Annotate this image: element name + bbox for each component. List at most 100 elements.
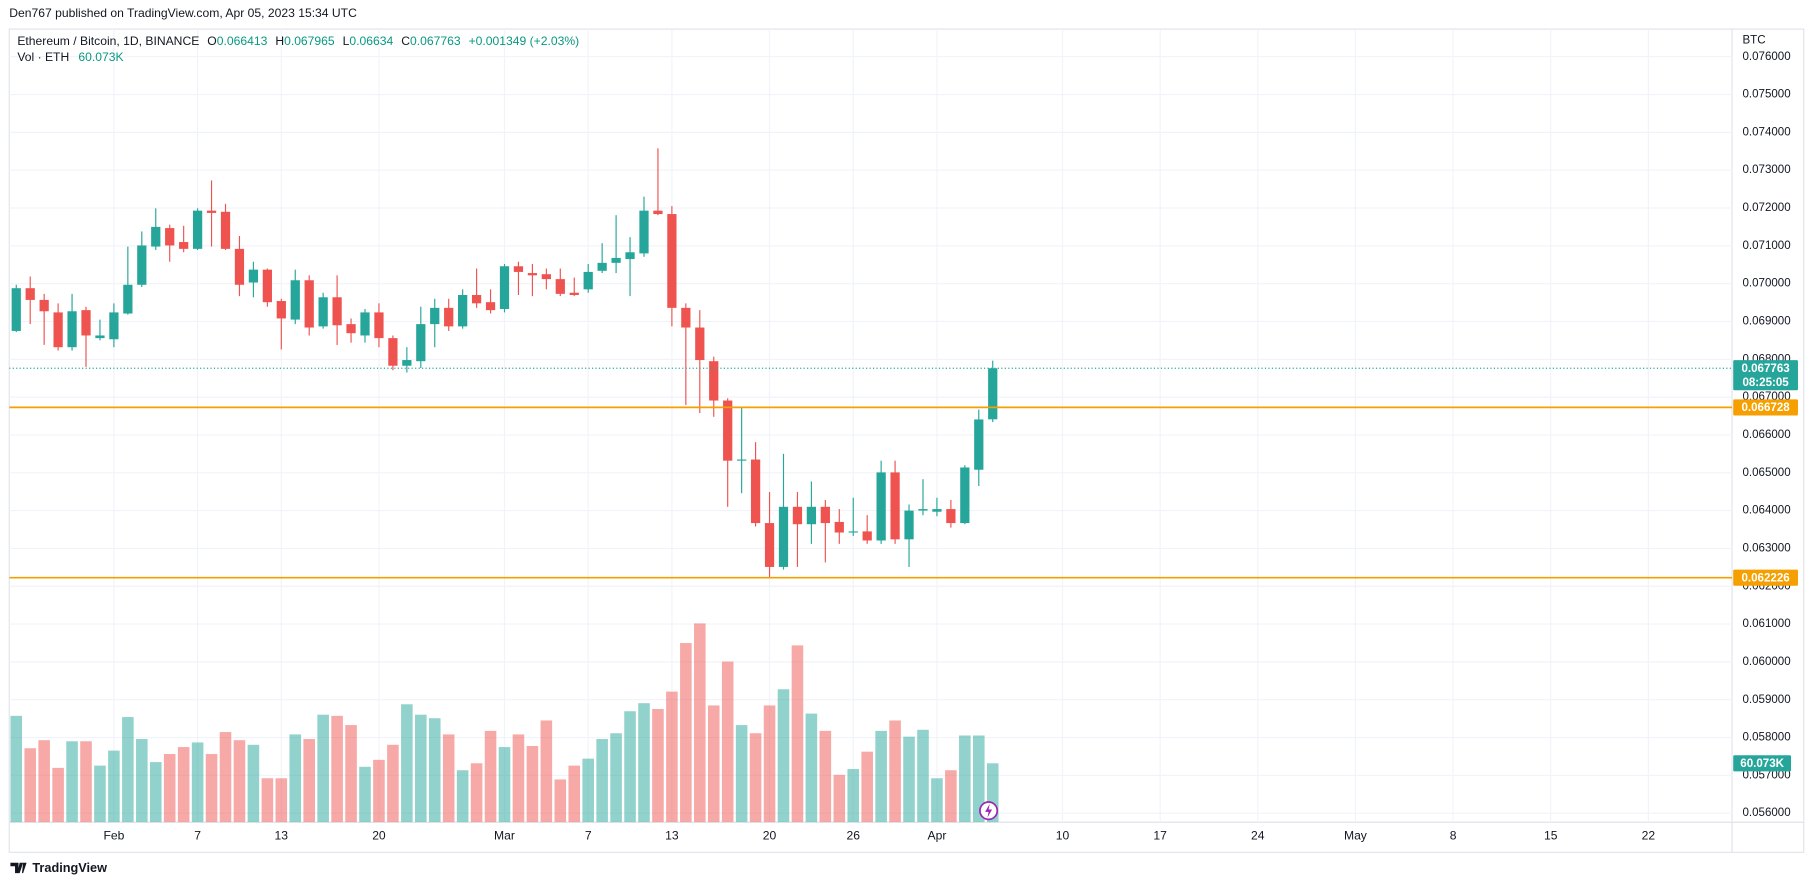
candle-body xyxy=(248,269,259,283)
candle-body xyxy=(444,307,454,327)
volume-bar xyxy=(331,715,343,823)
lightning-icon[interactable] xyxy=(979,801,999,821)
candle-body xyxy=(81,310,91,336)
x-tick-label: 17 xyxy=(1153,828,1167,842)
volume-bar xyxy=(680,643,692,823)
candle-body xyxy=(206,210,217,213)
volume-bar xyxy=(959,735,971,823)
volume-bar xyxy=(917,729,929,823)
candle-body xyxy=(904,510,914,540)
volume-bar xyxy=(610,733,622,823)
volume-bar xyxy=(10,715,23,823)
y-tick-label: 0.060000 xyxy=(1742,656,1790,668)
candle-body xyxy=(541,274,551,280)
y-tick-label: 0.064000 xyxy=(1742,505,1790,517)
volume-bar xyxy=(582,758,594,823)
volume-value: 60.073K xyxy=(78,50,123,64)
candle-body xyxy=(597,262,607,271)
volume-bar xyxy=(205,754,218,823)
volume-bar xyxy=(749,733,762,823)
candle-body xyxy=(39,299,49,312)
value-high: 0.067965 xyxy=(284,34,335,48)
y-tick-label: 0.066000 xyxy=(1742,429,1790,441)
countdown: 08:25:05 xyxy=(1742,377,1789,389)
y-tick-label: 0.070000 xyxy=(1742,278,1790,290)
volume-bar xyxy=(931,778,943,823)
volume-bar xyxy=(177,747,190,823)
candle-body xyxy=(262,269,272,303)
candle-body xyxy=(485,302,496,311)
candle-body xyxy=(137,245,147,285)
price-tag-label: 0.066728 xyxy=(1742,402,1791,414)
x-tick-label: 7 xyxy=(585,828,592,842)
x-tick-label: 22 xyxy=(1642,828,1656,842)
candle-body xyxy=(988,368,998,420)
y-tick-label: 0.071000 xyxy=(1742,240,1790,252)
candle-body xyxy=(918,509,928,511)
candle-body xyxy=(695,327,705,361)
y-tick-label: 0.065000 xyxy=(1742,467,1790,479)
volume-bar xyxy=(694,623,706,823)
volume-bar xyxy=(526,745,539,823)
x-tick-label: 20 xyxy=(372,828,386,842)
legend: Ethereum / Bitcoin, 1D, BINANCE O0.06641… xyxy=(17,34,579,48)
candle-body xyxy=(151,226,161,247)
volume-bar xyxy=(777,689,790,823)
volume-bar xyxy=(805,713,818,823)
candle-body xyxy=(653,210,663,215)
candle-body xyxy=(820,506,830,524)
x-tick-label: 15 xyxy=(1544,828,1558,842)
candle-body xyxy=(388,338,398,366)
x-tick-label: May xyxy=(1344,828,1368,842)
axes: 0.056000 0.057000 0.058000 0.059000 0.060000… xyxy=(103,51,1798,842)
currency: BTC xyxy=(1742,35,1765,47)
price-tag-label: 0.062226 xyxy=(1742,572,1790,584)
volume-bar xyxy=(903,736,915,823)
volume-bar xyxy=(428,718,441,823)
candle-body xyxy=(723,400,733,461)
volume-bar xyxy=(233,740,246,823)
volume-bar xyxy=(484,730,497,823)
candle-body xyxy=(471,295,482,304)
x-tick-label: 13 xyxy=(665,828,679,842)
y-tick-label: 0.063000 xyxy=(1742,542,1790,554)
candle-body xyxy=(709,361,719,401)
candle-body xyxy=(374,312,384,339)
candle-body xyxy=(276,301,286,319)
x-tick-label: 24 xyxy=(1251,828,1265,842)
candle-body xyxy=(932,509,942,512)
volume-bar xyxy=(596,739,608,823)
candle-body xyxy=(234,248,245,285)
candle-body xyxy=(346,324,356,334)
value-low: 0.06634 xyxy=(349,34,393,48)
volume-bar xyxy=(456,770,469,823)
candle-body xyxy=(304,280,314,328)
volume-bar xyxy=(638,703,650,823)
label-low: L xyxy=(343,34,350,48)
candle-body xyxy=(513,266,524,272)
y-tick-label: 0.057000 xyxy=(1742,769,1790,781)
volume-bar xyxy=(833,774,846,823)
symbol: Ethereum / Bitcoin, 1D, BINANCE xyxy=(17,34,199,48)
candle-body xyxy=(946,509,956,524)
candle-body xyxy=(416,324,426,362)
volume-bar xyxy=(94,765,106,823)
x-tick-label: 8 xyxy=(1450,828,1457,842)
candle-body xyxy=(11,288,21,331)
volume-bar xyxy=(66,741,78,823)
last-price-tag xyxy=(1733,360,1798,391)
candle-body xyxy=(527,273,538,276)
volume-bar xyxy=(247,744,260,823)
y-tick-label: 0.069000 xyxy=(1742,316,1790,328)
candle-body xyxy=(360,312,370,336)
candle-body xyxy=(555,279,565,294)
volume-bar xyxy=(875,730,887,823)
volume-name: Vol · ETH xyxy=(17,50,69,64)
grid xyxy=(9,29,1733,823)
candle-body xyxy=(318,297,328,327)
candle-body xyxy=(862,531,872,541)
candle-body xyxy=(67,311,77,348)
volume-bar xyxy=(442,734,455,823)
y-tick-label: 0.075000 xyxy=(1742,89,1790,101)
